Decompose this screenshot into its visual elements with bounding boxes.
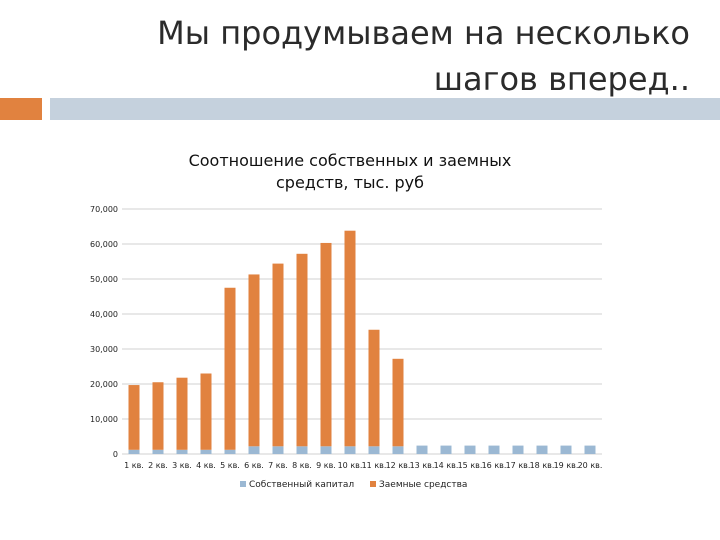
bar-own-capital [128, 449, 140, 454]
bar-own-capital [488, 445, 500, 454]
x-tick-label: 8 кв. [292, 461, 312, 470]
x-tick-label: 5 кв. [220, 461, 240, 470]
bar-own-capital [416, 445, 428, 454]
y-tick-label: 0 [113, 450, 118, 459]
x-tick-label: 17 кв. [506, 461, 531, 470]
y-tick-label: 60,000 [90, 240, 118, 249]
bar-borrowed [152, 382, 164, 450]
x-tick-label: 19 кв. [554, 461, 579, 470]
x-tick-label: 7 кв. [268, 461, 288, 470]
slide-title-line2: шагов вперед.. [433, 60, 690, 98]
x-tick-label: 12 кв. [386, 461, 411, 470]
x-tick-label: 20 кв. [578, 461, 603, 470]
x-tick-label: 3 кв. [172, 461, 192, 470]
y-tick-label: 70,000 [90, 205, 118, 214]
x-tick-label: 6 кв. [244, 461, 264, 470]
y-tick-label: 30,000 [90, 345, 118, 354]
bar-own-capital [248, 446, 260, 454]
bar-own-capital [368, 446, 380, 454]
bar-own-capital [152, 449, 164, 454]
x-tick-label: 2 кв. [148, 461, 168, 470]
accent-bar [50, 98, 720, 120]
bar-own-capital [272, 446, 284, 454]
x-tick-label: 1 кв. [124, 461, 144, 470]
bar-own-capital [440, 445, 452, 454]
bar-own-capital [560, 445, 572, 454]
x-tick-label: 16 кв. [482, 461, 507, 470]
bar-own-capital [320, 446, 332, 454]
bar-borrowed [224, 287, 236, 450]
y-tick-label: 40,000 [90, 310, 118, 319]
legend-label: Собственный капитал [249, 480, 354, 490]
bar-borrowed [344, 230, 356, 447]
slide-title: Мы продумываем на несколько шагов вперед… [40, 10, 690, 102]
legend-label: Заемные средства [379, 480, 467, 490]
chart-title-line2: средств, тыс. руб [276, 173, 424, 192]
x-tick-label: 11 кв. [362, 461, 387, 470]
accent-square [0, 98, 42, 120]
legend-swatch [370, 481, 376, 487]
chart-title-line1: Соотношение собственных и заемных [188, 151, 512, 170]
bar-own-capital [224, 449, 236, 454]
bar-borrowed [176, 377, 188, 450]
bar-own-capital [536, 445, 548, 454]
bar-own-capital [176, 449, 188, 454]
bar-own-capital [344, 446, 356, 454]
bar-borrowed [272, 263, 284, 447]
bar-borrowed [200, 373, 212, 450]
x-tick-label: 14 кв. [434, 461, 459, 470]
x-tick-label: 4 кв. [196, 461, 216, 470]
bar-own-capital [200, 449, 212, 454]
bar-borrowed [392, 358, 404, 447]
bar-borrowed [368, 329, 380, 447]
chart-title: Соотношение собственных и заемных средст… [140, 150, 560, 194]
x-tick-label: 13 кв. [410, 461, 435, 470]
bar-borrowed [128, 385, 140, 450]
y-tick-label: 10,000 [90, 415, 118, 424]
bar-own-capital [296, 446, 308, 454]
bar-own-capital [584, 445, 596, 454]
legend-swatch [240, 481, 246, 487]
bar-own-capital [512, 445, 524, 454]
bar-borrowed [248, 274, 260, 447]
bar-borrowed [296, 253, 308, 447]
bar-own-capital [464, 445, 476, 454]
y-tick-label: 20,000 [90, 380, 118, 389]
slide-title-line1: Мы продумываем на несколько [157, 14, 690, 52]
x-tick-label: 9 кв. [316, 461, 336, 470]
x-tick-label: 15 кв. [458, 461, 483, 470]
bar-own-capital [392, 446, 404, 454]
x-tick-label: 10 кв. [338, 461, 363, 470]
bar-borrowed [320, 242, 332, 447]
y-tick-label: 50,000 [90, 275, 118, 284]
x-tick-label: 18 кв. [530, 461, 555, 470]
